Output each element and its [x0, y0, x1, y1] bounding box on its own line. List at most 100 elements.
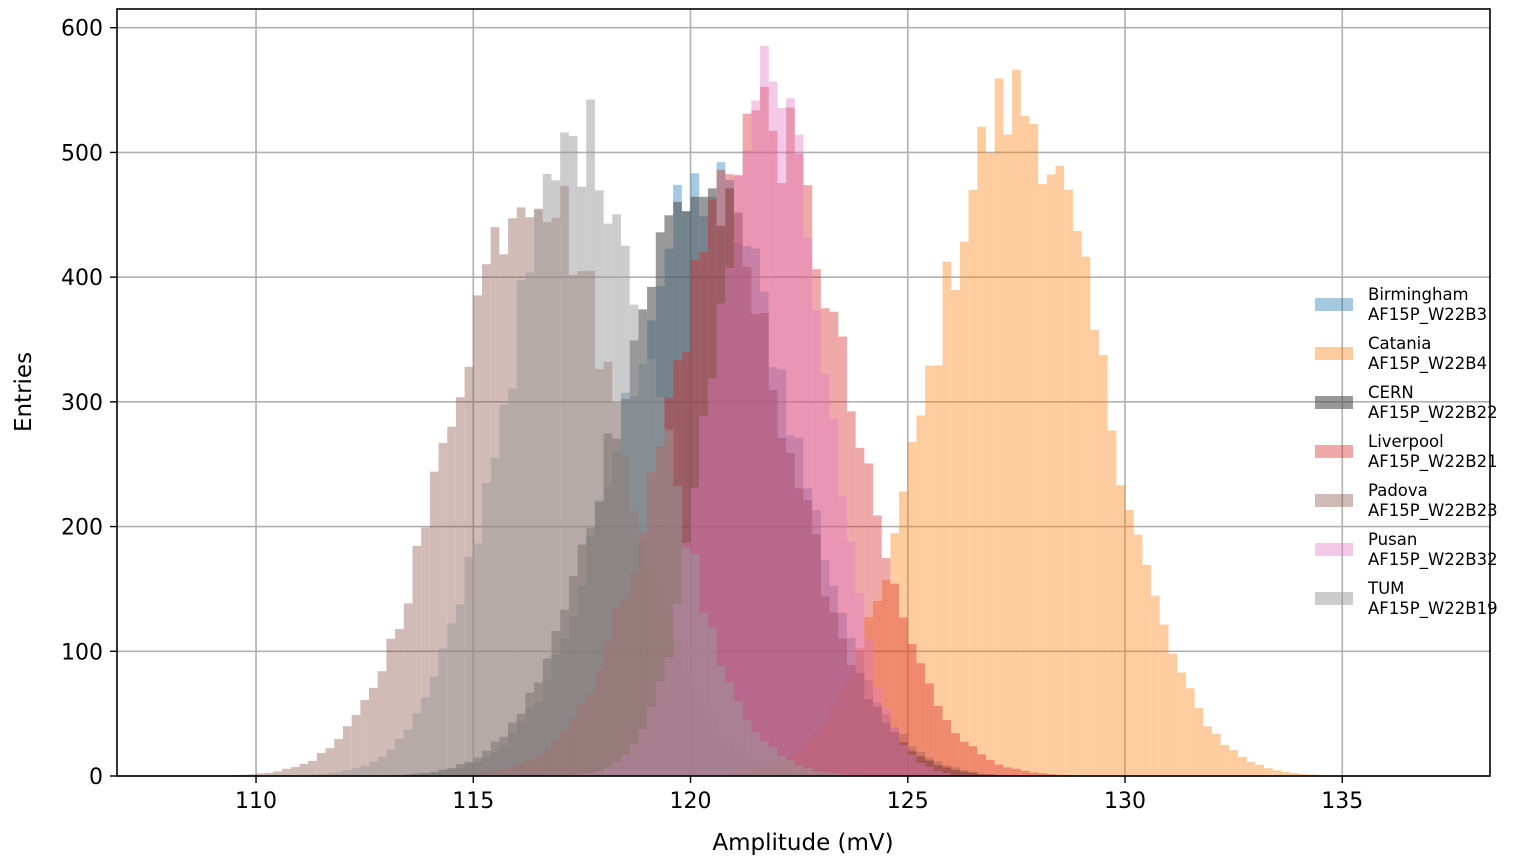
histogram-bar [395, 629, 404, 776]
histogram-bar [1064, 189, 1073, 776]
histogram-bar [933, 765, 943, 776]
histogram-bar [890, 583, 900, 776]
legend-label: AF15P_W22B32 [1368, 550, 1498, 570]
histogram-bar [429, 471, 439, 776]
histogram-bar [855, 593, 865, 776]
histogram-bar [264, 772, 274, 776]
histogram-bar [1246, 761, 1256, 776]
histogram-bar [733, 701, 743, 776]
histogram-bar [690, 553, 700, 776]
histogram-bar [699, 252, 708, 776]
histogram-bar [864, 617, 874, 776]
histogram-bar [881, 579, 891, 776]
histogram-bar [325, 773, 335, 776]
histogram-bar [873, 707, 882, 776]
histogram-bar [820, 772, 830, 776]
legend-swatch [1315, 445, 1353, 458]
histogram-bar [794, 134, 804, 776]
histogram-bar [820, 596, 830, 776]
histogram-bar [794, 765, 804, 776]
y-axis-title: Entries [11, 352, 37, 432]
histogram-bar [942, 767, 952, 776]
histogram-bar [873, 600, 882, 776]
legend-label: AF15P_W22B3 [1368, 305, 1487, 325]
histogram-bar [742, 266, 752, 776]
histogram-bar [881, 558, 891, 776]
histogram-bar [673, 485, 682, 776]
histogram-bar [707, 188, 717, 776]
histogram-bar [377, 671, 387, 776]
histogram-bar [725, 188, 734, 776]
histogram-bar [395, 739, 404, 776]
histogram-bar [899, 491, 908, 776]
histogram-bar [786, 107, 795, 777]
histogram-bar [290, 767, 300, 776]
histogram-bar [742, 150, 752, 776]
histogram-bar [760, 313, 769, 776]
histogram-bar [403, 603, 413, 776]
histogram-bar [1003, 134, 1013, 776]
histogram-bar [942, 773, 952, 776]
legend-swatch [1315, 543, 1353, 556]
histogram-bar [664, 429, 674, 776]
histogram-bar [603, 223, 613, 776]
histogram-bar [933, 705, 943, 776]
histogram-bar [716, 665, 726, 776]
histogram-bars [229, 45, 1334, 777]
histogram-bar [551, 180, 561, 777]
histogram-bar [351, 768, 361, 776]
histogram-bar [925, 760, 934, 776]
histogram-bar [916, 663, 926, 776]
legend-label: Catania [1368, 334, 1431, 353]
histogram-bar [403, 729, 413, 776]
y-tick-label: 100 [61, 640, 103, 665]
histogram-bar [699, 415, 708, 776]
histogram-bar [369, 687, 378, 776]
legend-label: AF15P_W22B4 [1368, 354, 1487, 374]
histogram-bar [881, 722, 891, 776]
histogram-bar [1194, 707, 1204, 776]
histogram-bar [985, 760, 995, 776]
histogram-bar [994, 78, 1004, 776]
histogram-bar [508, 388, 517, 776]
histogram-bar [794, 488, 804, 776]
histogram-bar [325, 748, 335, 776]
legend-label: AF15P_W22B22 [1368, 403, 1498, 423]
histogram-bar [803, 185, 813, 777]
histogram-bar [681, 211, 691, 777]
histogram-bar [812, 770, 821, 776]
histogram-bar [925, 365, 934, 776]
histogram-bar [629, 304, 639, 776]
histogram-bar [1116, 485, 1126, 776]
x-tick-label: 125 [887, 789, 929, 814]
axis-ticks: 110 115 120 125 130 135 0 100 200 300 400 500 600 [61, 17, 1363, 814]
histogram-bar [334, 739, 343, 776]
histogram-bar [1211, 733, 1221, 776]
histogram-bar [899, 744, 908, 776]
histogram-bar [812, 310, 821, 776]
histogram-bar [1046, 174, 1056, 777]
histogram-bar [907, 754, 917, 776]
histogram-bar [360, 699, 370, 776]
histogram-bar [534, 209, 543, 776]
histogram-bar [829, 612, 839, 776]
histogram-bar [777, 107, 787, 777]
histogram-bar [846, 541, 856, 776]
histogram-bar [899, 742, 908, 776]
histogram-bar [951, 733, 960, 776]
histogram-bar [464, 556, 474, 776]
histogram-bar [412, 713, 422, 776]
y-tick-label: 300 [61, 391, 103, 416]
histogram-bar [1159, 624, 1169, 776]
histogram-bar [855, 447, 865, 776]
series-6 [299, 99, 865, 777]
histogram-bar [568, 135, 578, 776]
histogram-bar [1029, 772, 1039, 776]
histogram-bar [873, 515, 882, 776]
y-tick-label: 500 [61, 141, 103, 166]
histogram-bar [933, 365, 943, 776]
histogram-bar [907, 751, 917, 776]
